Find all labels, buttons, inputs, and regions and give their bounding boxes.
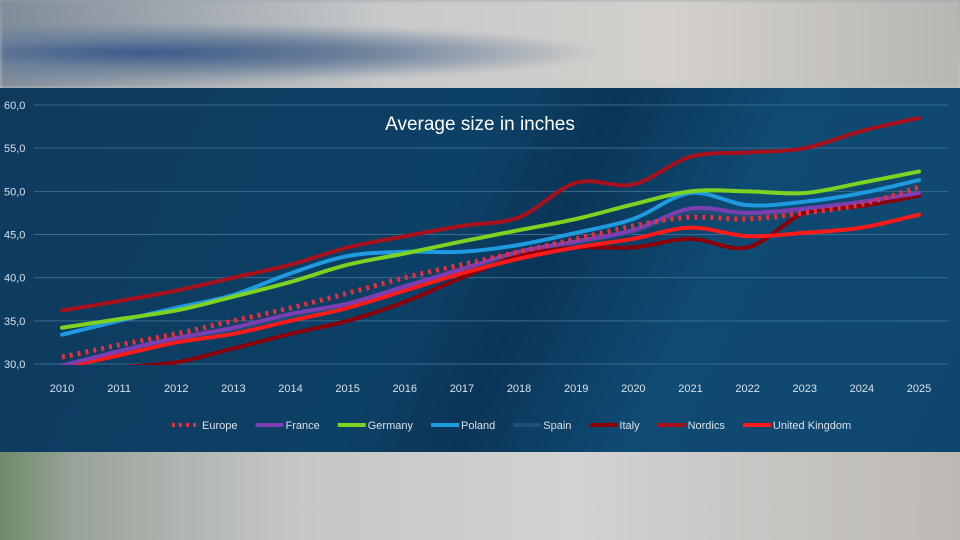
legend-item: Nordics (657, 420, 726, 432)
x-tick-label: 2015 (335, 383, 359, 395)
legend-label: Nordics (688, 420, 726, 432)
series-line-europe (61, 184, 920, 360)
y-tick-label: 45,0 (4, 230, 25, 242)
series-line-germany (60, 169, 921, 330)
chart-title: Average size in inches (385, 114, 575, 135)
x-tick-label: 2012 (164, 383, 188, 395)
legend-item: United Kingdom (742, 420, 851, 432)
x-tick-label: 2013 (221, 383, 245, 395)
x-tick-label: 2018 (507, 383, 531, 395)
legend-label: Spain (543, 420, 571, 432)
legend-label: Europe (202, 420, 237, 432)
blurred-background-bottom (0, 452, 960, 540)
y-tick-label: 35,0 (4, 316, 25, 328)
y-tick-label: 30,0 (4, 359, 25, 371)
legend-item: Spain (513, 420, 571, 432)
legend-item: Germany (337, 420, 414, 432)
x-tick-label: 2025 (907, 383, 931, 395)
x-tick-label: 2017 (450, 383, 474, 395)
legend-item: Poland (430, 420, 495, 432)
series-line-nordics (60, 115, 921, 313)
series-line-united-kingdom (63, 212, 921, 365)
x-tick-label: 2019 (564, 383, 588, 395)
x-tick-label: 2016 (393, 383, 417, 395)
legend-item: Europe (172, 420, 237, 432)
blurred-background-top (0, 0, 960, 88)
legend-item: France (255, 420, 320, 432)
legend-label: France (285, 420, 319, 432)
y-tick-label: 50,0 (4, 186, 25, 198)
legend-item: Italy (589, 420, 640, 432)
y-tick-label: 40,0 (4, 273, 25, 285)
x-tick-label: 2024 (850, 383, 874, 395)
y-tick-label: 55,0 (4, 143, 25, 155)
legend-label: United Kingdom (773, 420, 851, 432)
x-tick-label: 2020 (621, 383, 645, 395)
legend-label: Poland (461, 420, 495, 432)
legend-label: Germany (368, 420, 414, 432)
x-tick-label: 2022 (735, 383, 759, 395)
series-line-france (60, 191, 921, 365)
x-tick-label: 2014 (278, 383, 302, 395)
x-tick-label: 2023 (792, 383, 816, 395)
legend-label: Italy (619, 420, 640, 432)
x-tick-label: 2011 (107, 383, 131, 395)
x-tick-label: 2010 (50, 383, 74, 395)
x-tick-label: 2021 (678, 383, 702, 395)
y-tick-label: 60,0 (4, 100, 25, 112)
